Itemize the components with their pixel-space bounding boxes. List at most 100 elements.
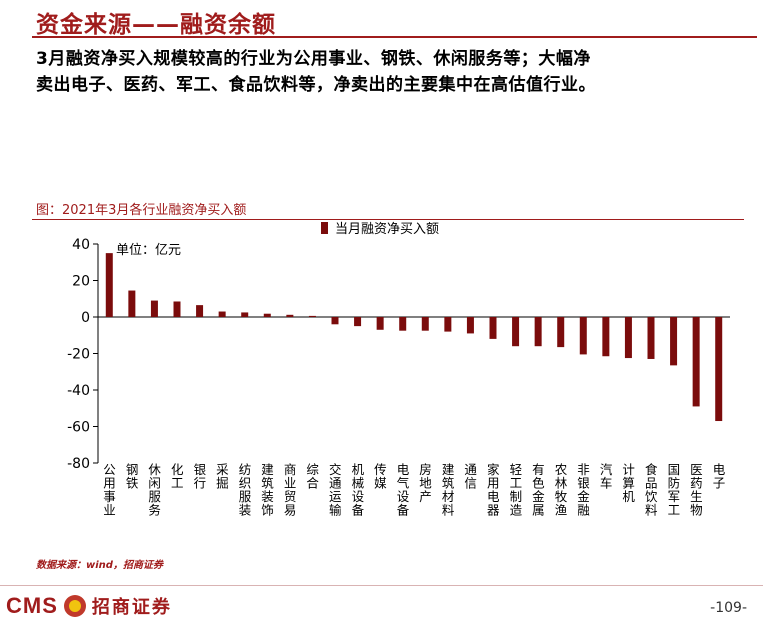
bar	[150, 300, 158, 317]
x-tick-char: 食	[645, 462, 658, 477]
x-tick-char: 业	[284, 476, 297, 491]
x-tick-label: 非银金融	[577, 462, 590, 518]
x-tick-char: 机	[622, 489, 635, 504]
x-tick-char: 房	[419, 462, 432, 477]
x-tick-char: 色	[532, 476, 545, 491]
x-tick-label: 传媒	[374, 462, 387, 491]
bar	[670, 317, 678, 366]
bar	[173, 301, 181, 317]
x-tick-label: 综合	[306, 462, 319, 491]
x-tick-char: 运	[329, 489, 342, 504]
x-tick-char: 物	[690, 503, 703, 518]
x-tick-char: 电	[713, 462, 726, 477]
x-tick-label: 国防军工	[668, 462, 681, 518]
x-tick-char: 农	[555, 462, 568, 477]
x-tick-char: 林	[555, 476, 568, 491]
x-tick-char: 信	[464, 476, 477, 491]
logo-mark-icon	[63, 595, 86, 617]
x-tick-char: 休	[148, 462, 161, 477]
x-tick-char: 行	[194, 476, 207, 491]
x-tick-char: 电	[487, 489, 500, 504]
y-tick-label: -40	[67, 383, 90, 399]
page-number: -109-	[710, 600, 747, 616]
x-tick-label: 有色金属	[532, 462, 545, 518]
x-tick-char: 化	[171, 462, 184, 477]
bar	[263, 313, 271, 317]
x-tick-char: 汽	[600, 462, 613, 477]
x-tick-char: 装	[239, 503, 252, 518]
bar	[376, 317, 384, 330]
x-tick-char: 业	[103, 503, 116, 518]
bar	[624, 317, 632, 359]
bar	[466, 317, 474, 334]
x-tick-char: 产	[419, 489, 432, 504]
x-tick-char: 牧	[555, 489, 568, 504]
x-tick-char: 银	[194, 462, 207, 477]
bar	[557, 317, 565, 348]
x-tick-char: 工	[668, 503, 681, 518]
y-tick-label: 40	[72, 237, 90, 253]
y-tick-label: -60	[67, 420, 90, 436]
x-tick-char: 交	[329, 462, 342, 477]
unit-label: 单位：亿元	[116, 243, 181, 258]
title-divider	[32, 36, 757, 38]
bar-chart: 40200-20-40-60-80单位：亿元当月融资净买入额公用事业钢铁休闲服务…	[67, 222, 730, 518]
x-tick-label: 银行	[194, 462, 207, 491]
x-tick-label: 公用事业	[103, 462, 116, 518]
x-tick-label: 食品饮料	[645, 462, 658, 518]
x-tick-label: 房地产	[419, 462, 432, 504]
x-tick-label: 电子	[713, 462, 726, 491]
x-tick-label: 轻工制造	[510, 462, 523, 518]
x-tick-char: 贸	[284, 489, 297, 504]
x-tick-char: 服	[239, 489, 252, 504]
bar	[308, 315, 316, 317]
x-tick-char: 设	[352, 489, 365, 504]
x-tick-char: 药	[690, 476, 703, 491]
logo-cn-text: 招商证券	[91, 597, 172, 618]
figure-divider	[32, 219, 744, 220]
x-tick-char: 料	[442, 503, 455, 518]
x-tick-char: 车	[600, 476, 613, 491]
x-tick-label: 化工	[171, 462, 184, 491]
x-tick-label: 汽车	[600, 462, 613, 491]
x-tick-char: 织	[239, 476, 252, 491]
x-tick-char: 家	[487, 462, 500, 477]
bar	[512, 317, 520, 347]
x-tick-label: 钢铁	[126, 462, 139, 491]
x-tick-label: 家用电器	[487, 462, 500, 518]
x-tick-label: 纺织服装	[239, 462, 252, 518]
x-tick-char: 制	[510, 489, 523, 504]
x-tick-char: 金	[532, 489, 545, 504]
bar	[354, 317, 362, 327]
page-title: 资金来源——融资余额	[36, 12, 276, 38]
bar	[241, 312, 249, 317]
x-tick-label: 医药生物	[690, 462, 703, 518]
x-tick-char: 非	[577, 462, 590, 477]
bar	[218, 311, 226, 317]
x-tick-label: 建筑装饰	[261, 462, 274, 518]
bar	[602, 317, 610, 357]
x-tick-char: 料	[645, 503, 658, 518]
x-tick-char: 采	[216, 462, 229, 477]
bar	[128, 290, 136, 317]
x-tick-char: 品	[645, 476, 658, 491]
x-tick-char: 商	[284, 462, 297, 477]
x-tick-char: 用	[103, 476, 116, 491]
x-tick-char: 媒	[374, 476, 387, 491]
x-tick-label: 农林牧渔	[555, 462, 568, 518]
x-tick-label: 通信	[464, 462, 477, 491]
x-tick-char: 公	[103, 462, 116, 477]
x-tick-char: 机	[352, 462, 365, 477]
x-tick-char: 生	[690, 489, 703, 504]
bar	[579, 317, 587, 355]
intro-line-2: 卖出电子、医药、军工、食品饮料等，净卖出的主要集中在高估值行业。	[36, 75, 596, 95]
x-tick-char: 建	[261, 462, 274, 477]
y-tick-label: 0	[81, 310, 90, 326]
x-tick-char: 设	[397, 489, 410, 504]
bar	[105, 253, 113, 317]
bar	[489, 317, 497, 339]
x-tick-char: 务	[148, 503, 161, 518]
bar	[444, 317, 452, 332]
x-tick-char: 综	[306, 462, 319, 477]
x-tick-char: 闲	[148, 476, 161, 491]
